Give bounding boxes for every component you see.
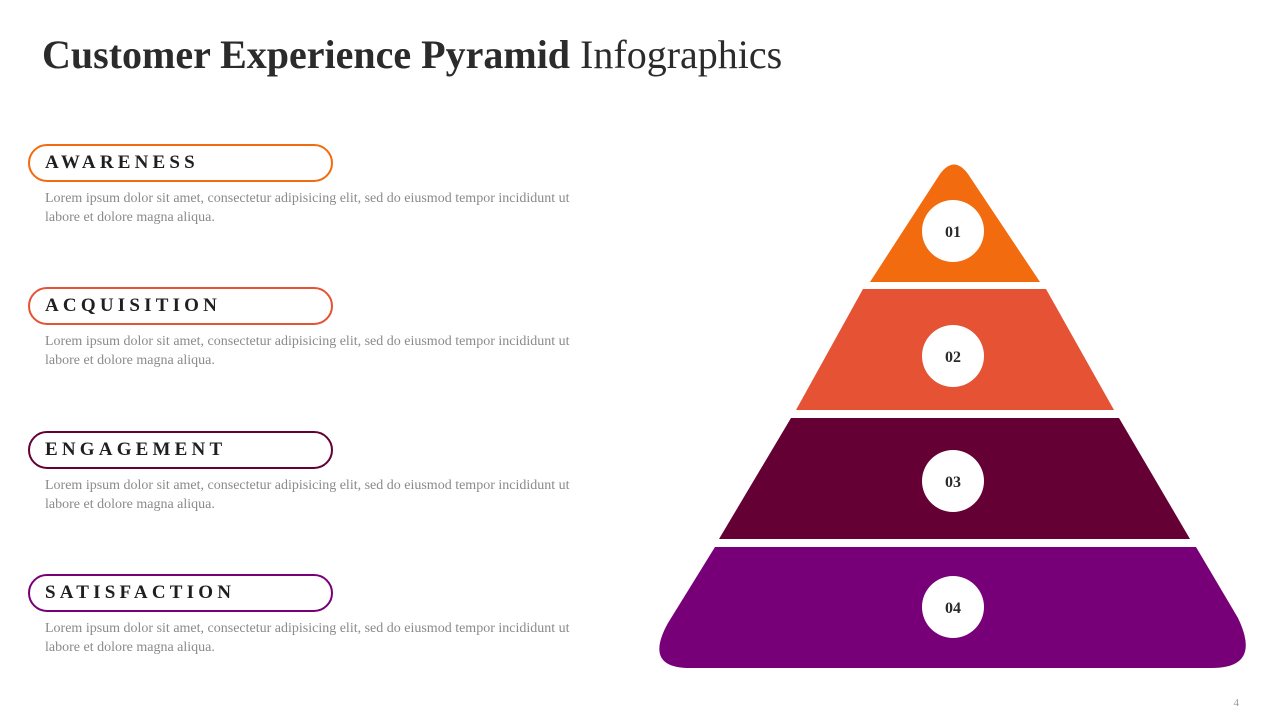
title-regular: Infographics <box>580 32 783 77</box>
tier-number-badge <box>922 200 984 262</box>
stage-awareness: AWARENESS Lorem ipsum dolor sit amet, co… <box>28 144 588 227</box>
tier-number-badge <box>922 576 984 638</box>
page-number: 4 <box>1233 697 1240 709</box>
tier-number-badge <box>922 450 984 512</box>
tier-number-badge <box>922 325 984 387</box>
stage-satisfaction: SATISFACTION Lorem ipsum dolor sit amet,… <box>28 574 588 657</box>
stage-description: Lorem ipsum dolor sit amet, consectetur … <box>45 191 570 225</box>
tier-number-label: 03 <box>945 474 961 491</box>
tier-number-label: 01 <box>945 224 961 241</box>
stage-description: Lorem ipsum dolor sit amet, consectetur … <box>45 478 570 512</box>
stage-label-pill[interactable]: SATISFACTION <box>28 574 333 612</box>
stage-label-pill[interactable]: ACQUISITION <box>28 287 333 325</box>
stage-description: Lorem ipsum dolor sit amet, consectetur … <box>45 621 570 655</box>
tier-number-label: 02 <box>945 349 961 366</box>
stage-engagement: ENGAGEMENT Lorem ipsum dolor sit amet, c… <box>28 431 588 514</box>
stage-label-pill[interactable]: ENGAGEMENT <box>28 431 333 469</box>
title-bold: Customer Experience Pyramid <box>42 32 571 77</box>
page-title: Customer Experience Pyramid Infographics <box>42 30 782 80</box>
tier-number-label: 04 <box>945 600 961 617</box>
stage-acquisition: ACQUISITION Lorem ipsum dolor sit amet, … <box>28 287 588 370</box>
stage-label-pill[interactable]: AWARENESS <box>28 144 333 182</box>
stage-description: Lorem ipsum dolor sit amet, consectetur … <box>45 334 570 368</box>
